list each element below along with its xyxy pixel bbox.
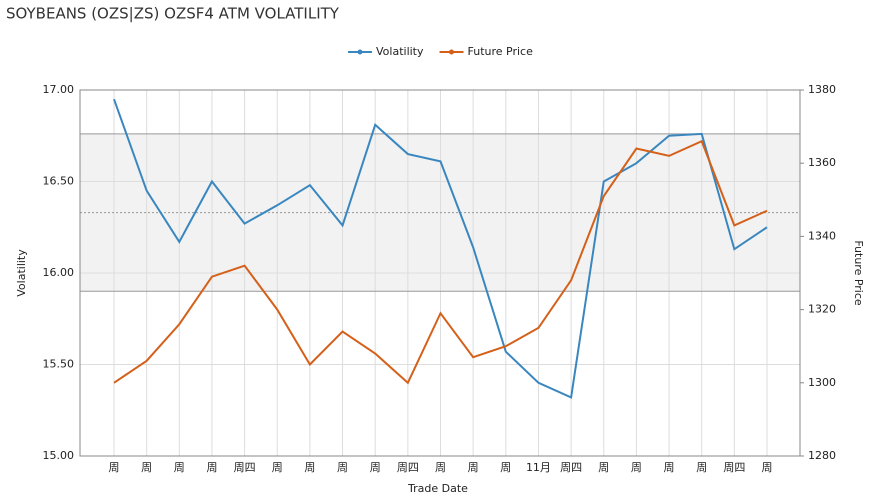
x-axis-label: Trade Date — [407, 482, 468, 495]
x-tick-label: 周 — [206, 461, 217, 474]
x-tick-label: 周 — [468, 461, 479, 474]
x-tick-label: 周 — [762, 461, 773, 474]
x-tick-label: 周四 — [397, 461, 419, 474]
x-tick-label: 周 — [109, 461, 120, 474]
y-tick-label: 16.50 — [43, 175, 75, 188]
y-axis-label: Volatility — [15, 249, 28, 297]
y2-tick-label: 1380 — [808, 83, 836, 96]
x-tick-label: 周四 — [723, 461, 745, 474]
x-tick-label: 周 — [598, 461, 609, 474]
x-tick-label: 周 — [337, 461, 348, 474]
series-line — [113, 98, 768, 399]
y-tick-label: 17.00 — [43, 83, 75, 96]
legend-label: Volatility — [376, 45, 424, 58]
x-tick-label: 周 — [370, 461, 381, 474]
x-tick-label: 周 — [272, 461, 283, 474]
legend-label: Future Price — [468, 45, 534, 58]
x-tick-label: 周 — [664, 461, 675, 474]
plot-frame — [79, 89, 801, 457]
legend-dot — [357, 49, 363, 55]
y-tick-label: 15.00 — [43, 449, 75, 462]
y2-tick-label: 1300 — [808, 376, 836, 389]
y2-tick-label: 1360 — [808, 156, 836, 169]
y2-tick-label: 1280 — [808, 449, 836, 462]
y2-tick-label: 1320 — [808, 303, 836, 316]
x-tick-label: 周 — [174, 461, 185, 474]
x-tick-label: 周四 — [234, 461, 256, 474]
y2-axis-label: Future Price — [852, 240, 865, 306]
x-tick-label: 周 — [696, 461, 707, 474]
x-tick-label: 周 — [141, 461, 152, 474]
y2-tick-label: 1340 — [808, 229, 836, 242]
x-tick-label: 11月 — [526, 461, 551, 474]
x-tick-label: 周 — [304, 461, 315, 474]
x-tick-label: 周 — [435, 461, 446, 474]
y-tick-label: 16.00 — [43, 266, 75, 279]
x-tick-label: 周 — [500, 461, 511, 474]
series-line — [113, 139, 768, 385]
x-tick-label: 周 — [631, 461, 642, 474]
chart-title: SOYBEANS (OZS|ZS) OZSF4 ATM VOLATILITY — [6, 5, 340, 23]
y-tick-label: 15.50 — [43, 358, 75, 371]
x-tick-label: 周四 — [560, 461, 582, 474]
legend-dot — [449, 49, 455, 55]
